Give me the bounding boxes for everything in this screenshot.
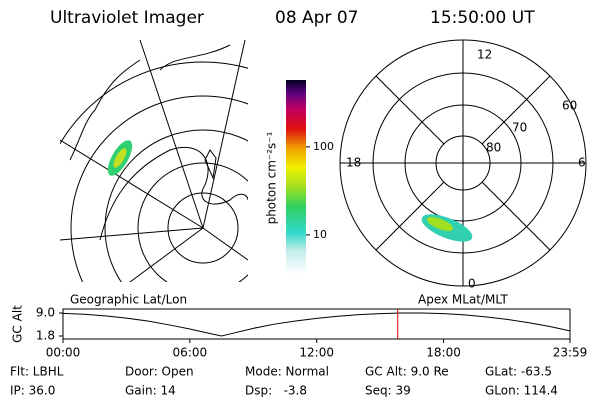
polar-grid <box>339 39 587 287</box>
x-tick-label: 00:00 <box>46 346 81 360</box>
status-field: Flt: LBHL <box>10 365 64 379</box>
status-field: Gain: 14 <box>125 384 176 398</box>
plot-frame <box>62 308 571 340</box>
mlt-label: 6 <box>578 156 586 170</box>
status-field: GC Alt: 9.0 Re <box>365 365 449 379</box>
x-tick-label: 18:00 <box>426 346 461 360</box>
map-label: Geographic Lat/Lon <box>70 293 187 307</box>
y-tick-label: 9.0 <box>36 306 55 320</box>
map-label: Apex MLat/MLT <box>418 293 508 307</box>
mlat-label: 70 <box>512 121 527 135</box>
status-field: Dsp: -3.8 <box>245 384 307 398</box>
time: 15:50:00 UT <box>430 8 535 28</box>
mlt-label: 12 <box>477 48 492 62</box>
status-field: Mode: Normal <box>245 365 329 379</box>
status-field: IP: 36.0 <box>10 384 55 398</box>
colorbar-tick-label: 10 <box>313 228 327 241</box>
x-tick-label: 12:00 <box>299 346 334 360</box>
colorbar-tick-label: 100 <box>313 140 334 153</box>
title: Ultraviolet Imager <box>50 8 204 28</box>
date: 08 Apr 07 <box>275 8 358 28</box>
colorbar <box>286 80 306 275</box>
mlat-label: 60 <box>562 99 577 113</box>
x-tick-label: 06:00 <box>173 346 208 360</box>
x-tick-label: 23:59 <box>553 346 588 360</box>
altitude-line <box>62 312 571 337</box>
y-tick-label: 1.8 <box>36 329 55 343</box>
status-field: GLat: -63.5 <box>485 365 552 379</box>
status-field: Seq: 39 <box>365 384 411 398</box>
mlat-label: 80 <box>486 141 501 155</box>
y-axis-title: GC Alt <box>11 305 25 343</box>
colorbar-label: photon cm⁻²s⁻¹ <box>265 131 279 224</box>
mlt-label: 0 <box>468 277 476 291</box>
status-field: Door: Open <box>125 365 194 379</box>
status-field: GLon: 114.4 <box>485 384 558 398</box>
mlt-label: 18 <box>346 156 361 170</box>
geographic-map <box>60 40 248 282</box>
